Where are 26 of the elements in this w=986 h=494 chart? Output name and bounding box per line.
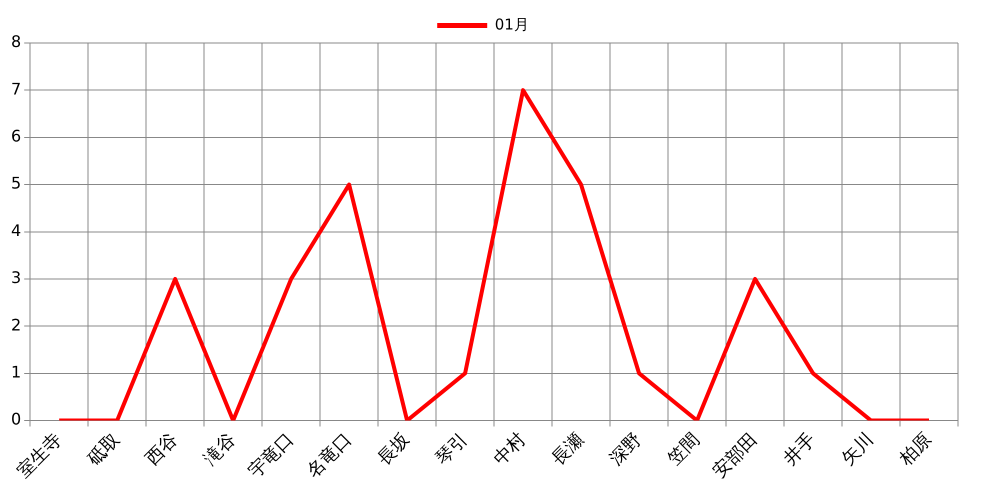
x-tick-label: 長坂	[374, 429, 414, 470]
y-tick-label: 8	[10, 32, 22, 52]
y-tick-label: 4	[10, 220, 22, 240]
x-tick-label: 柏原	[894, 429, 936, 470]
x-tick-label: 宇竜口	[244, 429, 298, 482]
x-tick-label: 井手	[780, 429, 820, 470]
y-tick-label: 5	[10, 174, 22, 193]
x-tick-label: 安部田	[708, 429, 762, 482]
x-tick-label: 矢川	[838, 429, 878, 470]
x-tick-label: 滝谷	[200, 429, 240, 470]
x-tick-label: 中村	[490, 429, 530, 470]
y-tick-label: 6	[10, 126, 22, 146]
x-tick-label: 長瀬	[548, 429, 588, 470]
y-tick-label: 1	[10, 362, 22, 382]
y-tick-label: 7	[10, 79, 22, 98]
x-tick-label: 笠間	[664, 429, 704, 470]
x-tick-label: 琴引	[432, 429, 472, 470]
x-tick-label: 名竜口	[302, 429, 356, 482]
y-tick-label: 2	[10, 315, 22, 334]
y-tick-label: 0	[10, 410, 22, 429]
x-tick-label: 砥取	[82, 429, 124, 470]
x-tick-label: 西谷	[142, 429, 182, 470]
y-tick-label: 3	[10, 268, 22, 288]
x-tick-label: 室生寺	[12, 429, 66, 482]
x-tick-label: 深野	[606, 429, 646, 470]
legend-label: 01月	[494, 15, 529, 34]
